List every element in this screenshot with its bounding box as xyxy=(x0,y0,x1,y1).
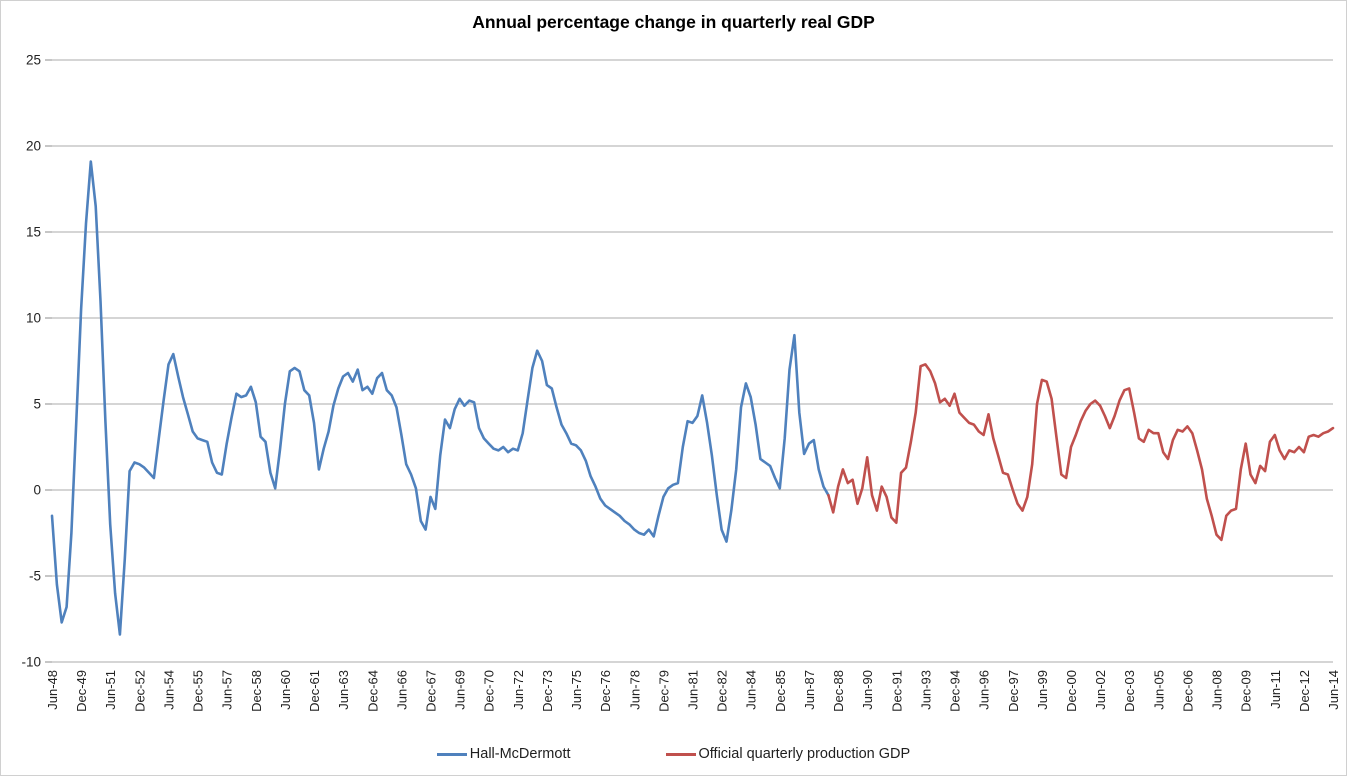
x-axis-label: Jun-84 xyxy=(744,670,759,710)
x-axis-label: Dec-06 xyxy=(1180,670,1195,712)
y-axis-label: -5 xyxy=(29,569,41,584)
x-axis-label: Jun-54 xyxy=(161,670,176,710)
y-axis-label: 15 xyxy=(26,225,41,240)
x-axis-label: Dec-55 xyxy=(191,670,206,712)
x-axis-label: Jun-60 xyxy=(278,670,293,710)
y-axis-label: 10 xyxy=(26,311,41,326)
x-axis-label: Dec-49 xyxy=(74,670,89,712)
x-axis-label: Jun-72 xyxy=(511,670,526,710)
x-axis-label: Jun-05 xyxy=(1151,670,1166,710)
x-axis-label: Jun-02 xyxy=(1093,670,1108,710)
chart-legend: Hall-McDermott Official quarterly produc… xyxy=(1,746,1346,762)
y-axis-label: -10 xyxy=(21,655,41,670)
x-axis-label: Dec-03 xyxy=(1122,670,1137,712)
x-axis-label: Dec-91 xyxy=(889,670,904,712)
x-axis-label: Jun-51 xyxy=(103,670,118,710)
x-axis-label: Dec-94 xyxy=(948,670,963,712)
x-axis-label: Dec-73 xyxy=(540,670,555,712)
x-axis-label: Jun-78 xyxy=(627,670,642,710)
x-axis-label: Dec-82 xyxy=(715,670,730,712)
x-axis-label: Dec-58 xyxy=(249,670,264,712)
x-axis-label: Jun-99 xyxy=(1035,670,1050,710)
x-axis-label: Jun-48 xyxy=(45,670,60,710)
legend-item-official-gdp: Official quarterly production GDP xyxy=(665,746,911,762)
x-axis-label: Jun-96 xyxy=(977,670,992,710)
x-axis-label: Jun-90 xyxy=(860,670,875,710)
x-axis-label: Jun-57 xyxy=(220,670,235,710)
x-axis-label: Jun-08 xyxy=(1210,670,1225,710)
x-axis-label: Dec-88 xyxy=(831,670,846,712)
legend-item-hall-mcdermott: Hall-McDermott xyxy=(436,746,571,762)
x-axis-label: Dec-85 xyxy=(773,670,788,712)
x-axis-label: Jun-14 xyxy=(1326,670,1341,710)
x-axis-label: Dec-64 xyxy=(365,670,380,712)
y-axis-label: 5 xyxy=(33,397,41,412)
hall-mcdermott-line-swatch xyxy=(436,752,467,756)
x-axis-label: Jun-93 xyxy=(918,670,933,710)
x-axis-label: Dec-00 xyxy=(1064,670,1079,712)
x-axis-label: Dec-12 xyxy=(1297,670,1312,712)
x-axis-label: Dec-79 xyxy=(656,670,671,712)
official-gdp-line-swatch xyxy=(665,752,696,756)
x-axis-label: Dec-97 xyxy=(1006,670,1021,712)
official-gdp-line xyxy=(827,363,1335,542)
x-axis-label: Jun-66 xyxy=(394,670,409,710)
x-axis-label: Jun-81 xyxy=(686,670,701,710)
x-axis-label: Dec-76 xyxy=(598,670,613,712)
legend-label-hall-mcdermott: Hall-McDermott xyxy=(469,746,571,762)
x-axis-label: Dec-52 xyxy=(132,670,147,712)
y-axis-label: 25 xyxy=(26,53,41,68)
y-axis-label: 0 xyxy=(33,483,41,498)
x-axis-label: Jun-87 xyxy=(802,670,817,710)
x-axis-label: Jun-11 xyxy=(1268,670,1283,709)
hall-mcdermott-line xyxy=(50,160,830,636)
y-axis-label: 20 xyxy=(26,139,41,154)
chart-title: Annual percentage change in quarterly re… xyxy=(472,12,875,32)
x-axis-label: Jun-75 xyxy=(569,670,584,710)
x-axis-label: Dec-67 xyxy=(423,670,438,712)
x-axis-label: Dec-61 xyxy=(307,670,322,712)
x-axis-label: Jun-69 xyxy=(453,670,468,710)
legend-label-official-gdp: Official quarterly production GDP xyxy=(698,746,911,762)
x-axis-label: Dec-70 xyxy=(482,670,497,712)
x-axis-label: Jun-63 xyxy=(336,670,351,710)
x-axis-label: Dec-09 xyxy=(1239,670,1254,712)
